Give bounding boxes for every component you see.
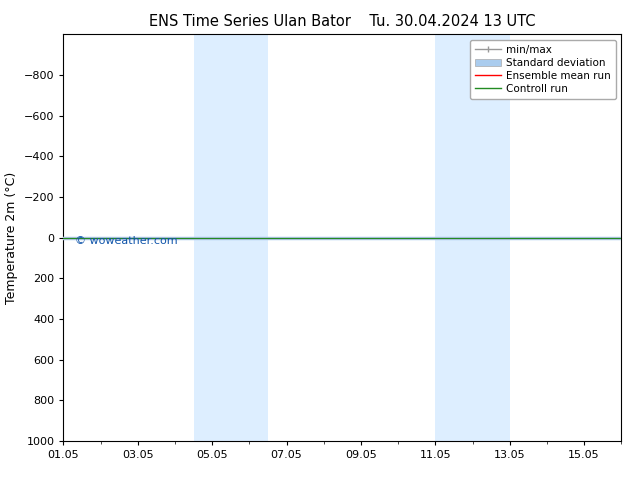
Bar: [193, 34, 268, 441]
Legend: min/max, Standard deviation, Ensemble mean run, Controll run: min/max, Standard deviation, Ensemble me…: [470, 40, 616, 99]
Bar: [436, 34, 510, 441]
Text: © woweather.com: © woweather.com: [75, 236, 177, 245]
Y-axis label: Temperature 2m (°C): Temperature 2m (°C): [5, 172, 18, 304]
Title: ENS Time Series Ulan Bator    Tu. 30.04.2024 13 UTC: ENS Time Series Ulan Bator Tu. 30.04.202…: [149, 14, 536, 29]
